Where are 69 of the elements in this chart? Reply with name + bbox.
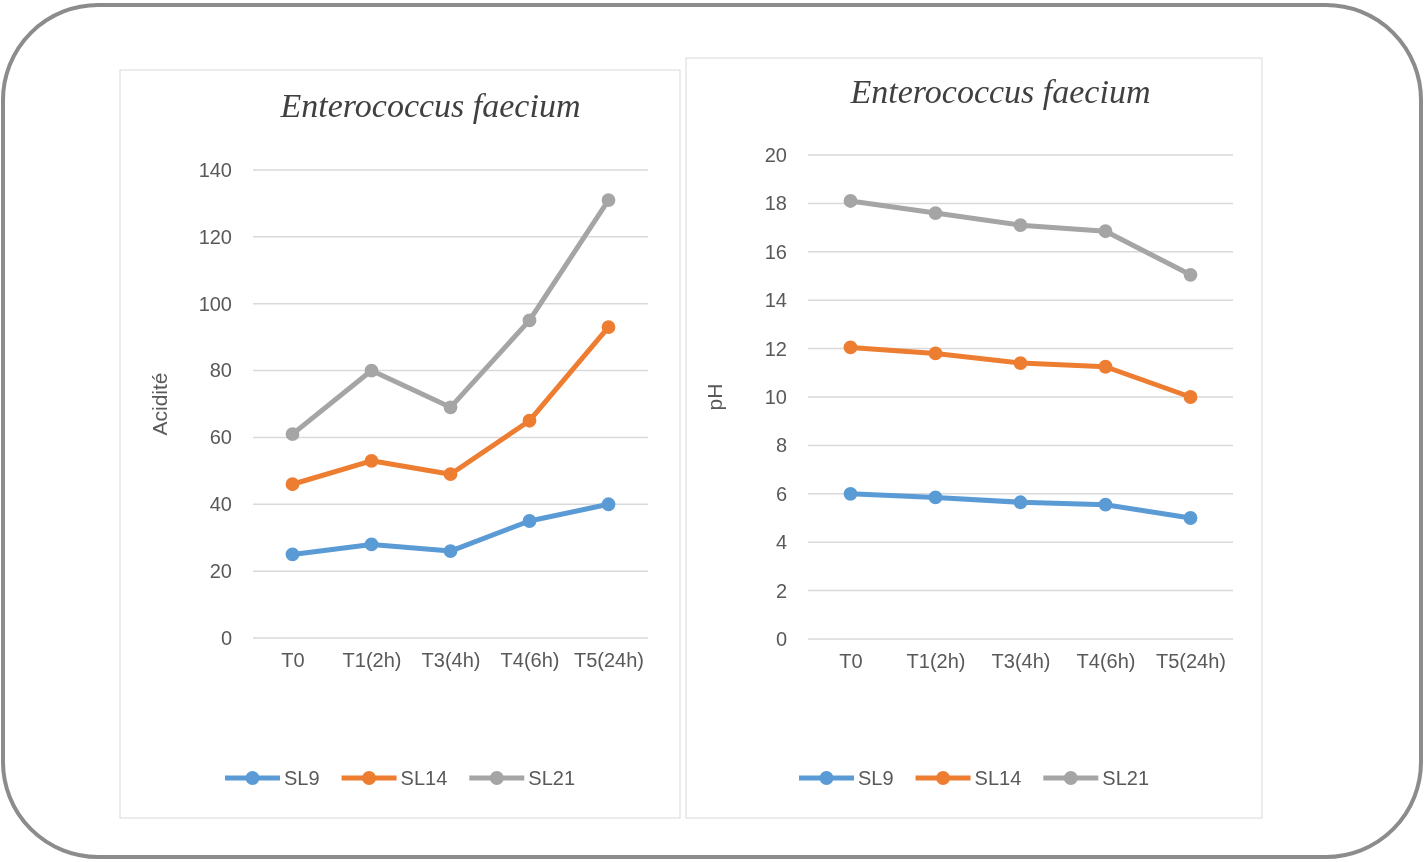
y-tick-label: 18 — [764, 192, 787, 215]
y-tick-label: 16 — [764, 240, 787, 263]
x-tick-label: T1(2h) — [342, 649, 402, 672]
x-tick-label: T4(6h) — [1076, 650, 1136, 673]
x-tick-label: T3(4h) — [421, 649, 481, 672]
y-tick-label: 40 — [209, 493, 232, 516]
y-tick-label: 10 — [764, 385, 787, 408]
point — [601, 193, 616, 207]
chart-title: Enterococcus faecium — [849, 73, 1151, 110]
point — [843, 486, 858, 501]
legend-label: SL14 — [400, 767, 448, 789]
y-axis-title: pH — [703, 383, 726, 411]
y-tick-label: 6 — [775, 482, 787, 505]
y-tick-label: 100 — [198, 292, 232, 315]
legend-label: SL9 — [857, 767, 894, 789]
point — [285, 477, 300, 492]
legend-label: SL9 — [283, 767, 320, 789]
x-tick-label: T5(24h) — [1155, 650, 1227, 673]
y-tick-label: 120 — [198, 225, 232, 248]
point — [522, 413, 537, 428]
point — [1098, 224, 1113, 239]
x-tick-label: T5(24h) — [573, 649, 645, 672]
y-tick-label: 2 — [775, 579, 787, 602]
point — [364, 453, 379, 468]
point — [1183, 390, 1198, 404]
point — [1013, 356, 1028, 371]
point — [843, 194, 858, 208]
y-tick-label: 20 — [764, 143, 787, 166]
y-tick-label: 0 — [775, 627, 787, 650]
point — [443, 467, 458, 482]
y-tick-label: 14 — [764, 289, 787, 312]
x-tick-label: T4(6h) — [500, 649, 560, 672]
y-tick-label: 60 — [209, 426, 232, 449]
legend-label: SL21 — [1102, 767, 1150, 789]
point — [1013, 495, 1028, 510]
point — [443, 400, 458, 415]
point — [285, 427, 300, 441]
point — [601, 320, 616, 335]
y-tick-label: 20 — [209, 560, 232, 583]
point — [522, 313, 537, 328]
y-tick-label: 140 — [198, 158, 232, 181]
point — [1183, 267, 1198, 282]
x-tick-label: T0 — [281, 649, 305, 672]
point — [1098, 497, 1113, 512]
point — [928, 490, 943, 505]
x-tick-label: T1(2h) — [906, 650, 966, 673]
point — [364, 363, 379, 378]
y-tick-label: 8 — [775, 434, 787, 457]
point — [928, 206, 943, 220]
legend-label: SL21 — [528, 767, 576, 789]
y-tick-label: 12 — [764, 337, 787, 360]
point — [928, 346, 943, 361]
chart-title: Enterococcus faecium — [279, 87, 581, 124]
legend-label: SL14 — [974, 767, 1022, 789]
x-tick-label: T0 — [839, 650, 863, 673]
y-axis-title: Acidité — [148, 372, 171, 436]
y-tick-label: 80 — [209, 359, 232, 382]
point — [1013, 218, 1028, 233]
point — [1098, 359, 1113, 374]
point — [843, 340, 858, 355]
point — [443, 544, 458, 558]
point — [364, 537, 379, 552]
point — [285, 547, 300, 562]
y-tick-label: 4 — [775, 531, 787, 554]
point — [1183, 511, 1198, 525]
x-tick-label: T3(4h) — [991, 650, 1051, 673]
y-tick-label: 0 — [220, 626, 232, 649]
point — [522, 514, 537, 528]
point — [601, 497, 616, 512]
